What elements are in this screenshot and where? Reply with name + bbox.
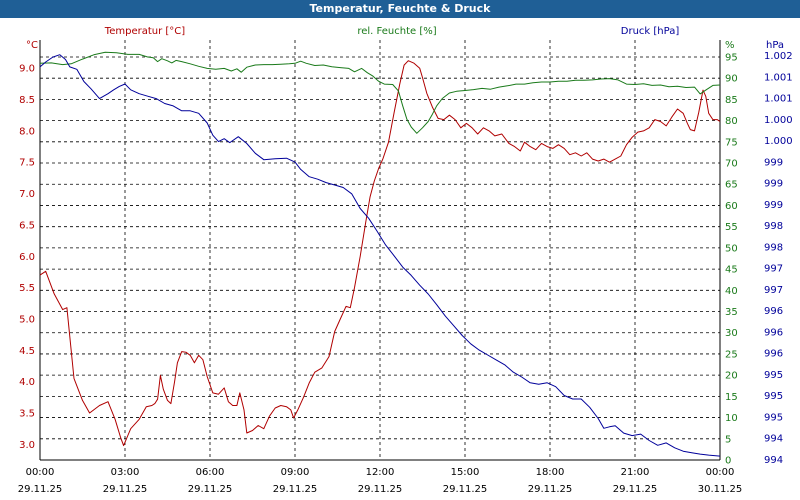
press-tick-label: 999 — [764, 157, 783, 168]
hum-tick-label: 80 — [725, 116, 738, 127]
press-tick-label: 996 — [764, 327, 783, 338]
x-tick-date: 29.11.25 — [528, 484, 573, 495]
hum-tick-label: 5 — [725, 434, 731, 445]
press-tick-label: 999 — [764, 200, 783, 211]
temp-tick-label: 9.0 — [19, 64, 35, 75]
x-tick-time: 21:00 — [621, 467, 650, 478]
temp-tick-label: 7.5 — [19, 158, 35, 169]
hum-tick-label: 70 — [725, 159, 738, 170]
press-tick-label: 1.002 — [764, 51, 793, 62]
press-tick-label: 1.001 — [764, 72, 793, 83]
hum-tick-label: 95 — [725, 52, 738, 63]
temp-tick-label: 4.0 — [19, 377, 35, 388]
press-tick-label: 998 — [764, 242, 783, 253]
x-tick-time: 09:00 — [281, 467, 310, 478]
hum-tick-label: 30 — [725, 328, 738, 339]
press-tick-label: 994 — [764, 434, 783, 445]
temp-tick-label: 6.5 — [19, 220, 35, 231]
hum-tick-label: 10 — [725, 413, 738, 424]
humidity-axis: 0 5 10 15 20 25 30 35 40 45 50 55 60 65 70 75 80 85 90 95 — [725, 52, 738, 466]
temp-axis-legend: Temperatur [°C] — [104, 26, 185, 37]
press-tick-label: 1.000 — [764, 115, 793, 126]
hum-tick-label: 85 — [725, 95, 738, 106]
pressure-axis: 994 994 995 995 995 996 996 996 997 997 998 998 999 9… — [764, 51, 793, 466]
x-tick-date: 29.11.25 — [273, 484, 318, 495]
press-tick-label: 998 — [764, 221, 783, 232]
temp-tick-label: 3.5 — [19, 408, 35, 419]
hum-tick-label: 65 — [725, 180, 738, 191]
hum-tick-label: 90 — [725, 74, 738, 85]
temp-unit-label: °C — [26, 40, 38, 51]
x-tick-time: 03:00 — [111, 467, 140, 478]
x-tick-date: 29.11.25 — [443, 484, 488, 495]
x-tick-time: 12:00 — [366, 467, 395, 478]
hum-tick-label: 75 — [725, 137, 738, 148]
hum-tick-label: 45 — [725, 265, 738, 276]
press-tick-label: 996 — [764, 306, 783, 317]
hum-axis-legend: rel. Feuchte [%] — [357, 26, 436, 37]
hum-unit-label: % — [725, 40, 735, 51]
press-tick-label: 995 — [764, 391, 783, 402]
x-tick-date: 29.11.25 — [18, 484, 63, 495]
time-axis: 00:00 29.11.25 03:00 29.11.25 06:00 29.11.25 0… — [18, 467, 743, 495]
series-layer — [39, 51, 721, 457]
x-tick-date: 29.11.25 — [103, 484, 148, 495]
temp-tick-label: 5.5 — [19, 283, 35, 294]
press-tick-label: 1.000 — [764, 136, 793, 147]
press-tick-label: 995 — [764, 370, 783, 381]
hum-tick-label: 0 — [725, 456, 731, 467]
temp-tick-label: 7.0 — [19, 189, 35, 200]
pressure-series-line — [39, 54, 721, 457]
hum-tick-label: 20 — [725, 371, 738, 382]
hum-tick-label: 35 — [725, 307, 738, 318]
x-tick-time: 00:00 — [706, 467, 735, 478]
chart-area: Temperatur [°C] rel. Feuchte [%] Druck [… — [18, 26, 793, 495]
hum-tick-label: 55 — [725, 222, 738, 233]
temperature-series-line — [39, 60, 721, 447]
x-tick-date: 29.11.25 — [358, 484, 403, 495]
x-tick-date: 30.11.25 — [698, 484, 743, 495]
press-tick-label: 997 — [764, 285, 783, 296]
press-tick-label: 997 — [764, 264, 783, 275]
temp-tick-label: 5.0 — [19, 314, 35, 325]
hum-tick-label: 15 — [725, 392, 738, 403]
x-tick-date: 29.11.25 — [613, 484, 658, 495]
press-tick-label: 994 — [764, 455, 783, 466]
x-tick-time: 15:00 — [451, 467, 480, 478]
press-tick-label: 999 — [764, 179, 783, 190]
temp-tick-label: 3.0 — [19, 440, 35, 451]
grid — [40, 40, 720, 460]
press-tick-label: 996 — [764, 349, 783, 360]
x-tick-date: 29.11.25 — [188, 484, 233, 495]
temp-tick-label: 6.0 — [19, 252, 35, 263]
temp-tick-label: 8.5 — [19, 95, 35, 106]
hum-tick-label: 40 — [725, 286, 738, 297]
temp-tick-label: 4.5 — [19, 346, 35, 357]
press-unit-label: hPa — [766, 40, 784, 51]
press-tick-label: 1.001 — [764, 94, 793, 105]
x-tick-time: 00:00 — [26, 467, 55, 478]
temp-tick-label: 8.0 — [19, 126, 35, 137]
x-tick-time: 18:00 — [536, 467, 565, 478]
humidity-series-line — [39, 51, 721, 134]
hum-tick-label: 50 — [725, 243, 738, 254]
press-axis-legend: Druck [hPa] — [621, 26, 680, 37]
press-tick-label: 995 — [764, 412, 783, 423]
chart-title: Temperatur, Feuchte & Druck — [0, 0, 800, 18]
hum-tick-label: 25 — [725, 349, 738, 360]
hum-tick-label: 60 — [725, 201, 738, 212]
x-tick-time: 06:00 — [196, 467, 225, 478]
temp-axis: 3.0 3.5 4.0 4.5 5.0 5.5 6.0 6.5 7.0 7.5 8.0 8.5 9.0 — [19, 64, 35, 451]
